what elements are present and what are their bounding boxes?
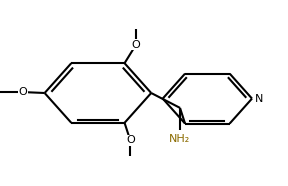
Text: O: O [126,135,135,145]
Text: NH₂: NH₂ [169,134,191,144]
Text: O: O [19,87,27,97]
Text: O: O [132,40,141,50]
Text: N: N [255,94,263,104]
